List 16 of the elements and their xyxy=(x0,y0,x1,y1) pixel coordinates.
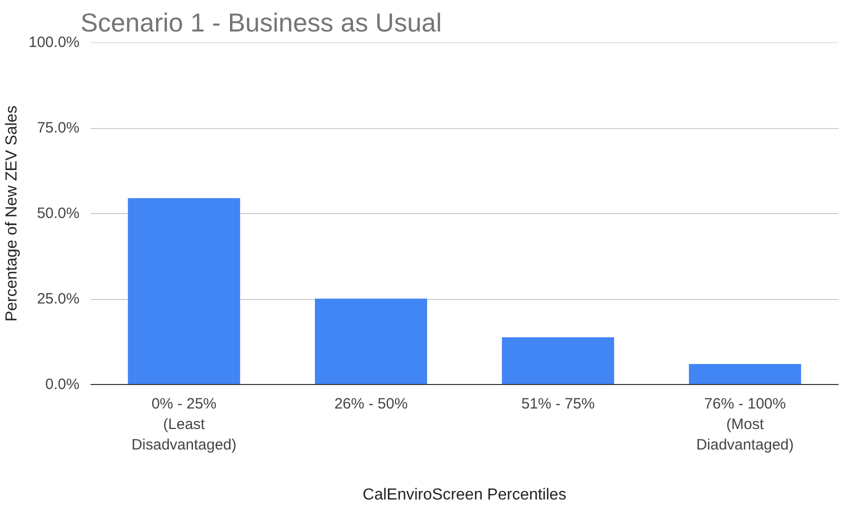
bar xyxy=(502,337,614,384)
x-tick-label: 26% - 50% xyxy=(334,396,408,412)
y-axis-title: Percentage of New ZEV Sales xyxy=(4,105,21,322)
bar xyxy=(128,198,240,384)
y-tick-label: 50.0% xyxy=(36,205,80,222)
bar xyxy=(688,364,802,384)
x-tick-label: 0% - 25% (Least Disadvantaged) xyxy=(131,396,237,454)
y-tick-label: 0.0% xyxy=(45,376,80,393)
y-tick-label: 100.0% xyxy=(28,34,80,51)
x-axis-title: CalEnviroScreen Percentiles xyxy=(362,486,566,504)
x-tick-label: 51% - 75% xyxy=(521,396,595,412)
bar xyxy=(314,298,428,384)
chart-title: Scenario 1 - Business as Usual xyxy=(80,8,442,38)
y-tick-label: 75.0% xyxy=(36,120,80,136)
y-tick-label: 25.0% xyxy=(36,290,80,308)
x-tick-label: 76% - 100% (Most Diadvantaged) xyxy=(696,396,794,454)
